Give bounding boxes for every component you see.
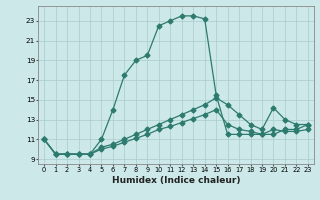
X-axis label: Humidex (Indice chaleur): Humidex (Indice chaleur)	[112, 176, 240, 185]
